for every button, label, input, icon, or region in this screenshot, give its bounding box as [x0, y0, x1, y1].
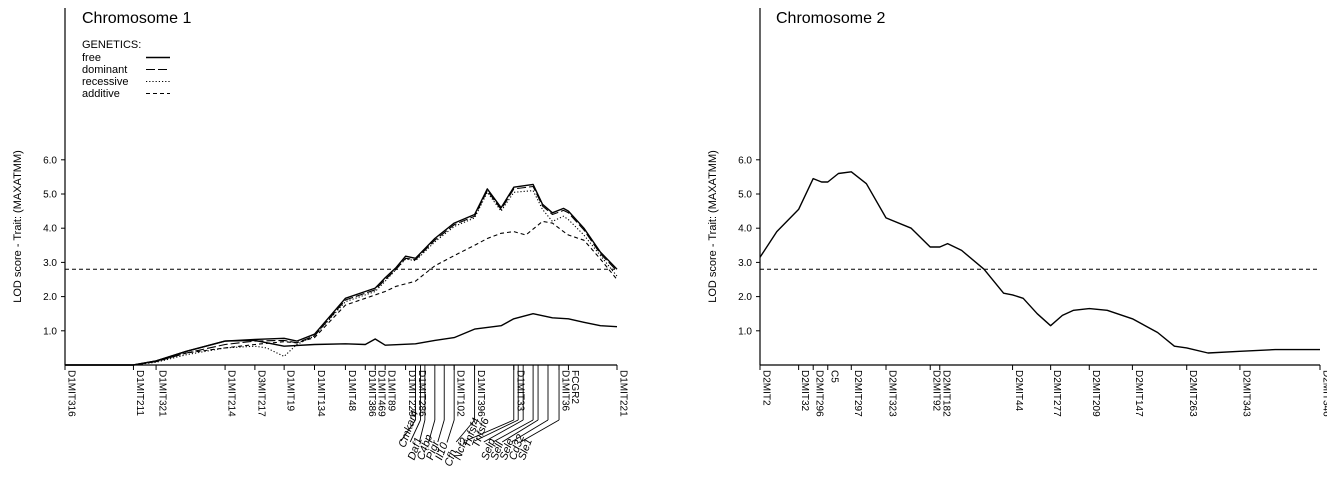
chart-1-marker-label-d2mit182: D2MIT182	[940, 370, 951, 417]
chart-0-legend-label-free: free	[82, 52, 101, 64]
chart-0-gene-leader-c4bp	[418, 419, 426, 443]
chart-1-y-tick-label-2: 3.0	[738, 258, 752, 269]
chart-1-marker-label-d2mit343: D2MIT343	[1240, 370, 1251, 417]
chart-0-marker-label-d1mit134: D1MIT134	[315, 370, 326, 417]
chart-1-y-tick-label-0: 1.0	[738, 326, 752, 337]
chart-0-gene-leader-il10	[437, 419, 445, 443]
chart-1-marker-label-d2mit323: D2MIT323	[887, 370, 898, 417]
chart-1-marker-label-d2mit296: D2MIT296	[814, 370, 825, 417]
chart-0-gene-leader-tnfsf4	[465, 419, 514, 442]
chart-0-y-tick-label-2: 3.0	[43, 258, 57, 269]
chart-0-marker-label-d1mit89: D1MIT89	[386, 370, 397, 412]
chart-0-marker-label-d1mit229: D1MIT229	[406, 370, 417, 417]
chart-1-marker-label-d2mit346: D2MIT346	[1321, 370, 1327, 417]
chart-1-y-label: LOD score - Trait: (MAXATMM)	[707, 150, 719, 303]
chart-0-gene-leader-pigr	[428, 419, 436, 443]
chart-0-gene-leader-daf1	[409, 419, 421, 443]
chart-0-title: Chromosome 1	[82, 10, 191, 27]
chart-0-y-tick-label-4: 5.0	[43, 190, 57, 201]
chart-1-y-tick-label-4: 5.0	[738, 190, 752, 201]
chart-0-gene-leader-sele	[501, 419, 539, 443]
chart-0-gene-label-il10: Il10	[433, 440, 451, 462]
chart-0-gene-leader-tnfsf6	[474, 419, 519, 442]
chart-0-legend-label-additive: additive	[82, 88, 120, 100]
chart-1-marker-label-c5: C5	[828, 370, 839, 383]
chart-0-marker-label-d1mit386: D1MIT386	[366, 370, 377, 417]
chart-0-marker-label-d1mit48: D1MIT48	[346, 370, 357, 412]
chart-0-y-label: LOD score - Trait: (MAXATMM)	[12, 150, 24, 303]
chart-0-marker-label-d1mit396: D1MIT396	[475, 370, 486, 417]
chart-0-y-tick-label-3: 4.0	[43, 224, 57, 235]
chart-0-legend-label-dominant: dominant	[82, 64, 127, 76]
chart-0-marker-label-d1mit469: D1MIT469	[376, 370, 387, 417]
chart-0-series-additive	[65, 220, 618, 366]
chart-0-gene-label-cfh: Cfh	[443, 448, 460, 468]
chart-0-marker-label-fcgr2: FCGR2	[569, 370, 580, 404]
chart-0-gene-leader-ncf2	[455, 419, 475, 443]
chart-1-marker-label-d2mit297: D2MIT297	[852, 370, 863, 417]
chart-0-marker-label-d1mit286: D1MIT286	[416, 370, 427, 417]
chart-1-y-tick-label-1: 2.0	[738, 292, 752, 303]
chart-1-marker-label-d2mit209: D2MIT209	[1090, 370, 1101, 417]
chart-1-y-tick-label-5: 6.0	[738, 155, 752, 166]
chart-0-gene-leader-sle1	[520, 419, 560, 443]
chart-0-series-recessive	[65, 190, 618, 366]
chart-0-legend-heading: GENETICS:	[82, 39, 141, 51]
chart-1-y-tick-label-3: 4.0	[738, 224, 752, 235]
chart-0-series-dominant	[65, 185, 618, 366]
chart-0-series-free	[65, 183, 618, 366]
chart-1-marker-label-d2mit263: D2MIT263	[1187, 370, 1198, 417]
chart-1-title: Chromosome 2	[776, 10, 885, 27]
chart-0-y-tick-label-0: 1.0	[43, 326, 57, 337]
chart-0-series-line-4	[65, 313, 618, 366]
chart-0-marker-label-d1mit321: D1MIT321	[157, 370, 168, 417]
chromosome-1-panel: Chromosome 1 LOD score - Trait: (MAXATMM)…	[12, 8, 629, 468]
chart-0-y-tick-label-5: 6.0	[43, 155, 57, 166]
chart-1-marker-label-d2mit32: D2MIT32	[799, 370, 810, 412]
chart-0-gene-leader-cmkar4	[400, 419, 416, 442]
chart-1-marker-label-d2mit2: D2MIT2	[761, 370, 772, 406]
chart-0-y-tick-label-1: 2.0	[43, 292, 57, 303]
chart-1-marker-label-d2mit277: D2MIT277	[1051, 370, 1062, 417]
chart-0-marker-label-d1mit19: D1MIT19	[285, 370, 296, 412]
chart-0-marker-label-d1mit221: D1MIT221	[618, 370, 629, 417]
chart-1-marker-label-d2mit92: D2MIT92	[931, 370, 942, 412]
chart-0-marker-label-d1mit316: D1MIT316	[66, 370, 77, 417]
chart-0-gene-leader-cfh	[446, 419, 455, 443]
chart-1-series-line-0	[759, 171, 1320, 354]
chromosome-2-panel: Chromosome 2 LOD score - Trait: (MAXATMM)…	[707, 8, 1327, 417]
chart-0-legend-label-recessive: recessive	[82, 76, 128, 88]
chart-0-gene-leader-sell	[492, 419, 534, 443]
chart-0-gene-leader-selp	[483, 419, 524, 443]
chart-0-marker-label-d1mit102: D1MIT102	[455, 370, 466, 417]
chart-0-marker-label-d3mit217: D3MIT217	[255, 370, 266, 417]
chart-0-marker-label-d1mit211: D1MIT211	[134, 370, 145, 416]
chart-0-marker-label-d1mit33: D1MIT33	[514, 370, 525, 412]
chart-0-marker-label-d1mit214: D1MIT214	[226, 370, 237, 417]
chart-1-marker-label-d2mit147: D2MIT147	[1133, 370, 1144, 417]
chart-0-marker-label-d1mit36: D1MIT36	[560, 370, 571, 412]
chart-0-gene-leader-cd32	[511, 419, 549, 443]
chart-1-marker-label-d2mit44: D2MIT44	[1013, 370, 1024, 412]
